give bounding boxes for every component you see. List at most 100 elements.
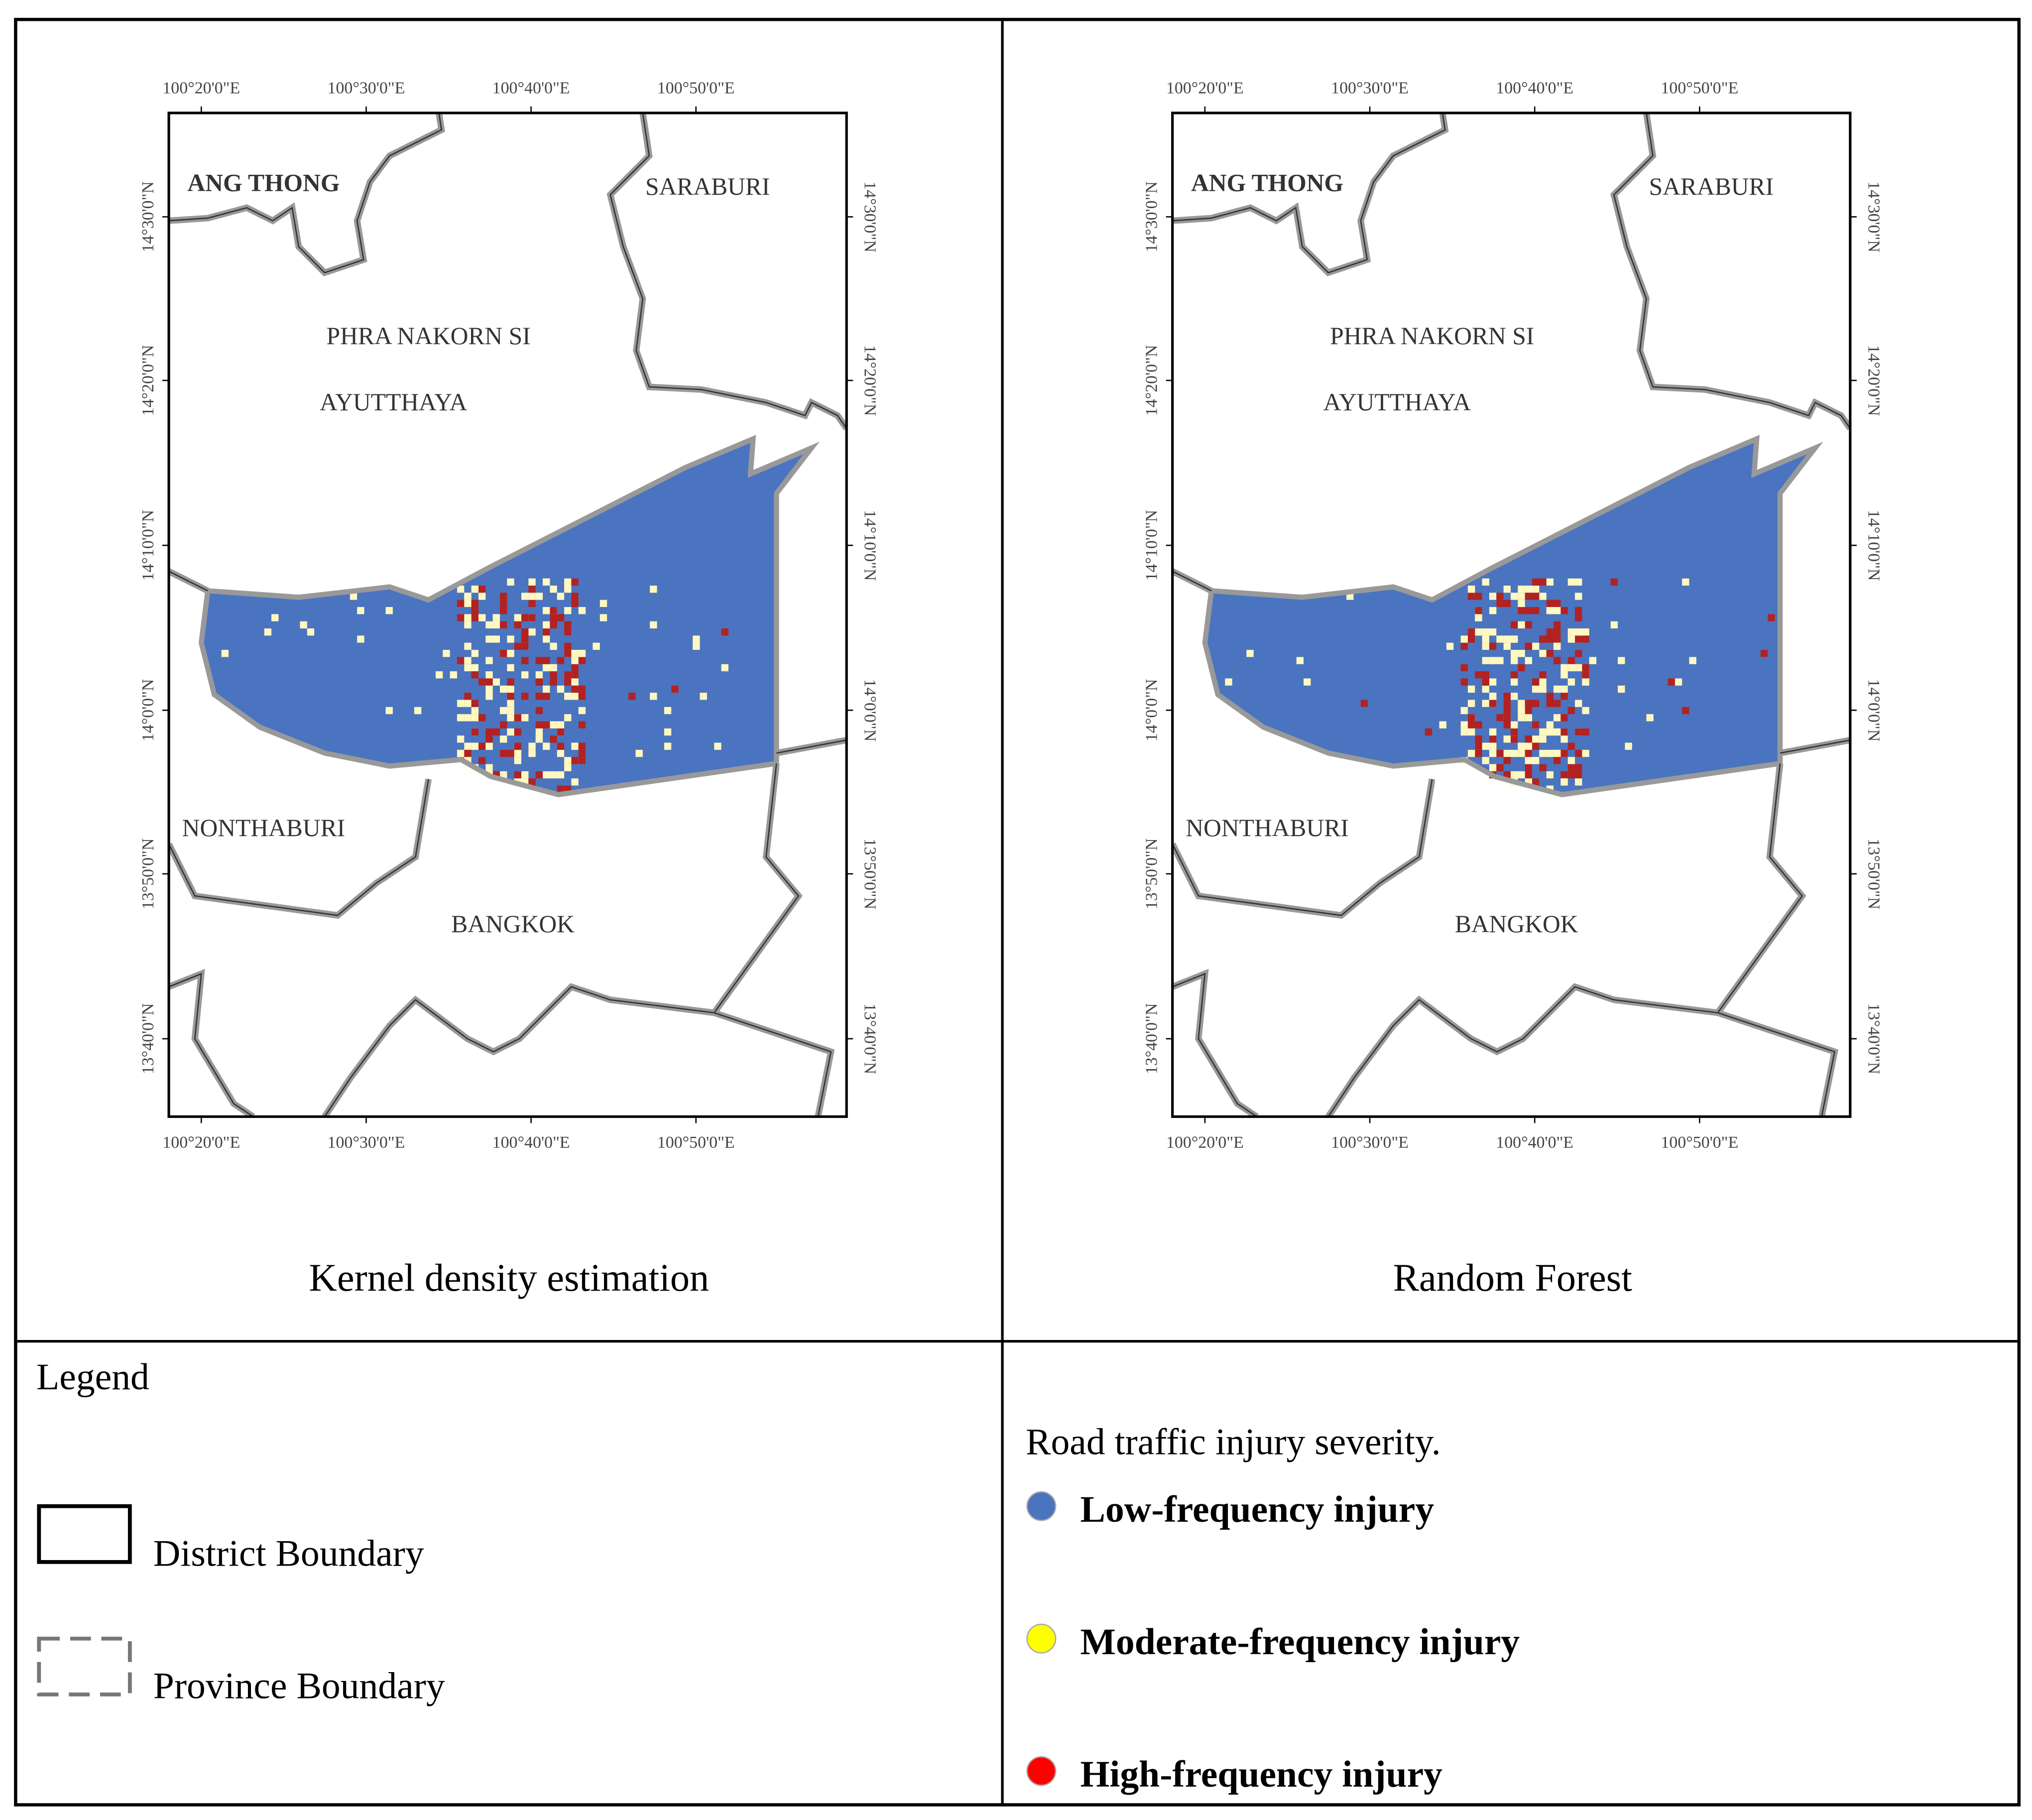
hotspot-cell [492, 635, 500, 643]
region-label: BANGKOK [1455, 910, 1578, 938]
hotspot-cell [457, 714, 465, 722]
hotspot-cell [457, 749, 465, 757]
lon-label: 100°50'0"E [657, 79, 735, 98]
hotspot-cell [514, 621, 522, 629]
hotspot-cell [485, 693, 493, 700]
region-label: SARABURI [1649, 173, 1774, 200]
hotspot-cell [1539, 678, 1547, 686]
hotspot-cell [564, 628, 572, 636]
hotspot-cell [499, 721, 507, 728]
hotspot-cell [1467, 635, 1475, 643]
hotspot-cell [521, 671, 529, 679]
hotspot-cell [1482, 657, 1489, 664]
hotspot-cell [571, 778, 579, 786]
hotspot-cell [543, 742, 550, 750]
hotspot-cell [578, 721, 586, 728]
hotspot-cell [471, 586, 478, 593]
hotspot-cell [535, 693, 543, 700]
hotspot-cell [1674, 678, 1682, 686]
hotspot-cell [1546, 700, 1554, 707]
panels: 100°20'0"E 100°20'0"E 100°30'0"E 100°30'0"E… [139, 79, 1883, 1299]
hotspot-cell [471, 700, 478, 707]
hotspot-cell [543, 607, 550, 614]
lon-label: 100°50'0"E [1661, 79, 1738, 98]
hotspot-cell [507, 728, 514, 736]
hotspot-cell [1503, 707, 1511, 715]
hotspot-cell [664, 728, 672, 736]
hotspot-cell [464, 693, 472, 700]
hotspot-cell [1567, 578, 1575, 586]
lon-label: 100°50'0"E [1661, 1133, 1738, 1152]
hotspot-cell [457, 614, 465, 621]
hotspot-cell [1532, 578, 1540, 586]
hotspot-cell [550, 671, 557, 679]
hotspot-cell [457, 586, 465, 593]
lat-label: 13°50'0"N [1142, 839, 1161, 910]
hotspot-cell [571, 685, 579, 693]
hotspot-cell [478, 593, 486, 600]
hotspot-cell [1489, 742, 1497, 750]
hotspot-cell [1567, 657, 1575, 664]
hotspot-cell [1225, 678, 1232, 686]
hotspot-cell [1539, 578, 1547, 586]
district-boundary [324, 986, 715, 1117]
hotspot-cell [1582, 635, 1589, 643]
hotspot-cell [1589, 657, 1597, 664]
hotspot-cell [714, 742, 721, 750]
hotspot-cell [1482, 635, 1489, 643]
hotspot-cell [1518, 593, 1525, 600]
hotspot-cell [564, 714, 572, 722]
hotspot-cell [1482, 642, 1489, 650]
hotspot-cell [1518, 707, 1525, 715]
hotspot-cell [221, 650, 229, 657]
hotspot-cell [1460, 721, 1468, 728]
province-boundary [198, 435, 820, 798]
hotspot-cell [507, 664, 514, 672]
hotspot-cell [514, 771, 522, 779]
district-boundary [169, 571, 208, 592]
hotspot-cell [464, 593, 472, 600]
hotspot-cell [1510, 621, 1518, 629]
panel-title: Random Forest [1393, 1256, 1632, 1299]
hotspot-cell [271, 614, 279, 621]
province-symbol [37, 1636, 132, 1697]
hotspot-cell [1510, 735, 1518, 743]
hotspot-cell [485, 735, 493, 743]
hotspot-cell [1532, 685, 1540, 693]
hotspot-cell [650, 586, 657, 593]
hotspot-cell [528, 593, 536, 600]
hotspot-cell [1567, 742, 1575, 750]
hotspot-cell [507, 678, 514, 686]
hotspot-cell [521, 628, 529, 636]
hotspot-cell [550, 642, 557, 650]
hotspot-cell [528, 614, 536, 621]
hotspot-cell [535, 735, 543, 743]
hotspot-cell [1518, 600, 1525, 607]
lon-label: 100°30'0"E [1331, 1133, 1409, 1152]
hotspot-cell [471, 664, 478, 672]
hotspot-cell [1503, 693, 1511, 700]
hotspot-cell [578, 742, 586, 750]
lat-label: 13°50'0"N [861, 839, 879, 910]
hotspot-cell [1525, 621, 1533, 629]
district-boundary [1172, 571, 1212, 592]
hotspot-cell [1460, 707, 1468, 715]
lat-label: 13°40'0"N [1142, 1003, 1161, 1075]
hotspot-cell [457, 735, 465, 743]
hotspot-cell [1503, 757, 1511, 764]
hotspot-cell [1554, 607, 1561, 614]
hotspot-cell [535, 728, 543, 736]
hotspot-cell [721, 664, 728, 672]
hotspot-cell [1532, 593, 1540, 600]
lon-label: 100°50'0"E [657, 1133, 735, 1152]
hotspot-cell [1467, 749, 1475, 757]
hotspot-cell [543, 664, 550, 672]
hotspot-cell [485, 685, 493, 693]
hotspot-cell [1539, 635, 1547, 643]
hotspot-cell [464, 664, 472, 672]
hotspot-cell [471, 714, 478, 722]
hotspot-cell [1582, 628, 1589, 636]
hotspot-cell [1467, 593, 1475, 600]
map-panel: 100°20'0"E 100°20'0"E 100°30'0"E 100°30'0"E… [1142, 79, 1883, 1299]
